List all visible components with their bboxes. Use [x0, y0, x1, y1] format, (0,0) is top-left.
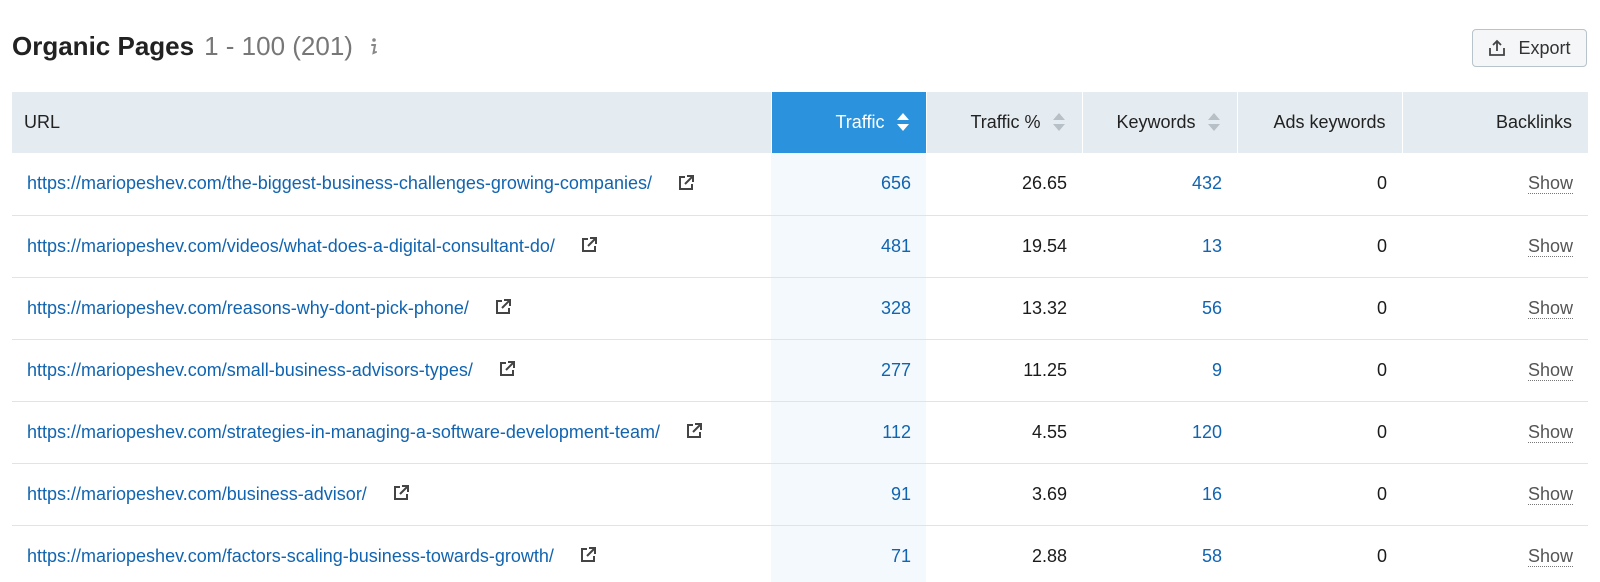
organic-pages-table: URL Traffic Traffic % Keywords: [12, 92, 1588, 582]
sort-icon: [896, 112, 909, 131]
show-backlinks-link[interactable]: Show: [1527, 545, 1573, 567]
ads-keywords-cell: 0: [1237, 277, 1402, 340]
show-backlinks-link[interactable]: Show: [1527, 235, 1573, 257]
backlinks-cell: Show: [1402, 463, 1588, 526]
table-row: https://mariopeshev.com/business-advisor…: [12, 463, 1588, 526]
url-cell: https://mariopeshev.com/the-biggest-busi…: [12, 153, 771, 216]
traffic-cell[interactable]: 112: [771, 401, 926, 464]
keywords-cell[interactable]: 16: [1082, 463, 1237, 526]
column-header-traffic-pct[interactable]: Traffic %: [926, 92, 1083, 153]
page-url-link[interactable]: https://mariopeshev.com/strategies-in-ma…: [27, 421, 660, 442]
url-cell: https://mariopeshev.com/strategies-in-ma…: [12, 401, 771, 464]
table-row: https://mariopeshev.com/videos/what-does…: [12, 215, 1588, 278]
page-url-link[interactable]: https://mariopeshev.com/videos/what-does…: [27, 235, 555, 256]
table-row: https://mariopeshev.com/factors-scaling-…: [12, 525, 1588, 582]
page-url-link[interactable]: https://mariopeshev.com/small-business-a…: [27, 359, 473, 380]
page-header: Organic Pages 1 - 100 (201): [12, 28, 379, 64]
keywords-cell[interactable]: 56: [1082, 277, 1237, 340]
traffic-cell[interactable]: 277: [771, 339, 926, 402]
traffic-cell[interactable]: 91: [771, 463, 926, 526]
table-row: https://mariopeshev.com/reasons-why-dont…: [12, 277, 1588, 340]
keywords-cell[interactable]: 432: [1082, 153, 1237, 216]
backlinks-cell: Show: [1402, 401, 1588, 464]
show-backlinks-link[interactable]: Show: [1527, 359, 1573, 381]
column-header-traffic[interactable]: Traffic: [771, 92, 927, 153]
table-row: https://mariopeshev.com/strategies-in-ma…: [12, 401, 1588, 464]
page-url-link[interactable]: https://mariopeshev.com/business-advisor…: [27, 483, 367, 504]
traffic-pct-cell: 26.65: [926, 153, 1082, 216]
url-cell: https://mariopeshev.com/reasons-why-dont…: [12, 277, 771, 340]
export-button[interactable]: Export: [1472, 29, 1587, 67]
keywords-cell[interactable]: 9: [1082, 339, 1237, 402]
export-label: Export: [1518, 37, 1571, 58]
sort-icon: [1207, 112, 1220, 131]
ads-keywords-cell: 0: [1237, 339, 1402, 402]
show-backlinks-link[interactable]: Show: [1527, 483, 1573, 505]
external-link-icon[interactable]: [499, 360, 516, 377]
traffic-pct-cell: 19.54: [926, 215, 1082, 278]
column-header-ads-keywords: Ads keywords: [1237, 92, 1403, 153]
url-cell: https://mariopeshev.com/factors-scaling-…: [12, 525, 771, 582]
external-link-icon[interactable]: [393, 484, 410, 501]
show-backlinks-link[interactable]: Show: [1527, 421, 1573, 443]
show-backlinks-link[interactable]: Show: [1527, 173, 1573, 195]
traffic-cell[interactable]: 481: [771, 215, 926, 278]
external-link-icon[interactable]: [495, 298, 512, 315]
column-header-backlinks: Backlinks: [1402, 92, 1588, 153]
backlinks-cell: Show: [1402, 277, 1588, 340]
keywords-cell[interactable]: 13: [1082, 215, 1237, 278]
ads-keywords-cell: 0: [1237, 153, 1402, 216]
external-link-icon[interactable]: [580, 546, 597, 563]
external-link-icon[interactable]: [678, 174, 695, 191]
backlinks-cell: Show: [1402, 215, 1588, 278]
info-icon[interactable]: [367, 35, 379, 57]
page-title: Organic Pages: [12, 30, 195, 61]
column-header-keywords[interactable]: Keywords: [1082, 92, 1238, 153]
backlinks-cell: Show: [1402, 339, 1588, 402]
page-url-link[interactable]: https://mariopeshev.com/the-biggest-busi…: [27, 173, 652, 194]
keywords-cell[interactable]: 58: [1082, 525, 1237, 582]
column-header-url: URL: [12, 92, 772, 153]
traffic-pct-cell: 11.25: [926, 339, 1082, 402]
table-header-row: URL Traffic Traffic % Keywords: [12, 92, 1588, 153]
backlinks-cell: Show: [1402, 153, 1588, 216]
traffic-pct-cell: 2.88: [926, 525, 1082, 582]
traffic-cell[interactable]: 328: [771, 277, 926, 340]
backlinks-cell: Show: [1402, 525, 1588, 582]
ads-keywords-cell: 0: [1237, 401, 1402, 464]
external-link-icon[interactable]: [581, 236, 598, 253]
traffic-cell[interactable]: 71: [771, 525, 926, 582]
ads-keywords-cell: 0: [1237, 525, 1402, 582]
traffic-pct-cell: 13.32: [926, 277, 1082, 340]
sort-icon: [1052, 112, 1065, 131]
table-row: https://mariopeshev.com/the-biggest-busi…: [12, 153, 1588, 216]
table-row: https://mariopeshev.com/small-business-a…: [12, 339, 1588, 402]
external-link-icon[interactable]: [686, 422, 703, 439]
url-cell: https://mariopeshev.com/videos/what-does…: [12, 215, 771, 278]
page-url-link[interactable]: https://mariopeshev.com/reasons-why-dont…: [27, 297, 469, 318]
ads-keywords-cell: 0: [1237, 215, 1402, 278]
result-range: 1 - 100 (201): [204, 30, 353, 61]
traffic-pct-cell: 4.55: [926, 401, 1082, 464]
traffic-pct-cell: 3.69: [926, 463, 1082, 526]
ads-keywords-cell: 0: [1237, 463, 1402, 526]
url-cell: https://mariopeshev.com/business-advisor…: [12, 463, 771, 526]
show-backlinks-link[interactable]: Show: [1527, 297, 1573, 319]
traffic-cell[interactable]: 656: [771, 153, 926, 216]
keywords-cell[interactable]: 120: [1082, 401, 1237, 464]
page-url-link[interactable]: https://mariopeshev.com/factors-scaling-…: [27, 545, 554, 566]
upload-icon: [1489, 39, 1506, 56]
url-cell: https://mariopeshev.com/small-business-a…: [12, 339, 771, 402]
